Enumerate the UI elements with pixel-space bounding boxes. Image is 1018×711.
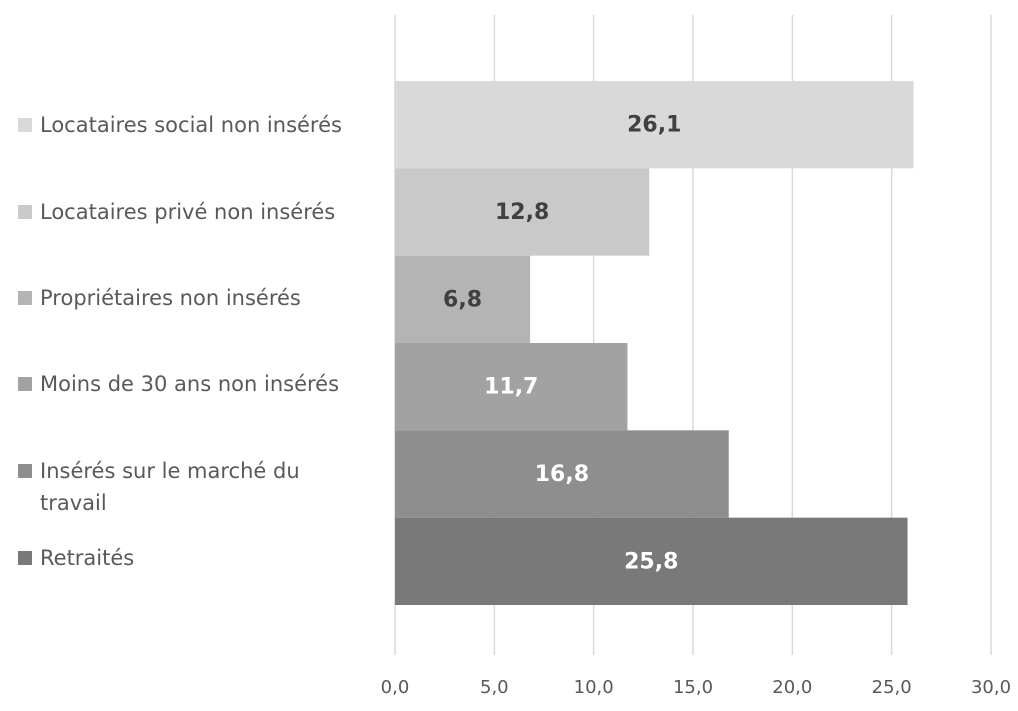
bar [395,343,628,431]
x-tick-label: 25,0 [872,677,912,698]
x-tick-label: 0,0 [381,677,410,698]
legend-swatch [18,464,32,478]
legend-label: Locataires privé non insérés [40,200,336,224]
legend-item: Propriétaires non insérés [18,282,348,314]
bar [395,517,908,605]
legend-swatch [18,377,32,391]
legend-swatch [18,205,32,219]
legend-label: Propriétaires non insérés [40,286,301,310]
legend-swatch [18,291,32,305]
x-tick-label: 20,0 [772,677,812,698]
bar [395,255,531,343]
value-label: 25,8 [624,549,678,574]
legend-label: Locataires social non insérés [40,113,342,137]
bar [395,81,914,169]
x-tick-label: 5,0 [480,677,509,698]
x-tick-label: 15,0 [673,677,713,698]
legend-item: Locataires social non insérés [18,109,348,141]
x-tick-label: 10,0 [574,677,614,698]
legend-label: Moins de 30 ans non insérés [40,372,340,396]
value-label: 26,1 [627,113,681,138]
x-tick-label: 30,0 [971,677,1011,698]
legend-item: Moins de 30 ans non insérés [18,368,348,400]
bar [395,430,729,518]
legend-swatch [18,118,32,132]
value-label: 16,8 [535,462,589,487]
legend-item: Insérés sur le marché du travail [18,455,348,519]
legend-item: Locataires privé non insérés [18,196,348,228]
legend-swatch [18,551,32,565]
value-label: 6,8 [443,287,482,312]
legend-label: Retraités [40,546,135,570]
value-label: 12,8 [495,200,549,225]
legend-label: Insérés sur le marché du travail [40,459,300,515]
legend-item: Retraités [18,542,348,574]
value-label: 11,7 [484,375,538,400]
bar [395,168,650,256]
